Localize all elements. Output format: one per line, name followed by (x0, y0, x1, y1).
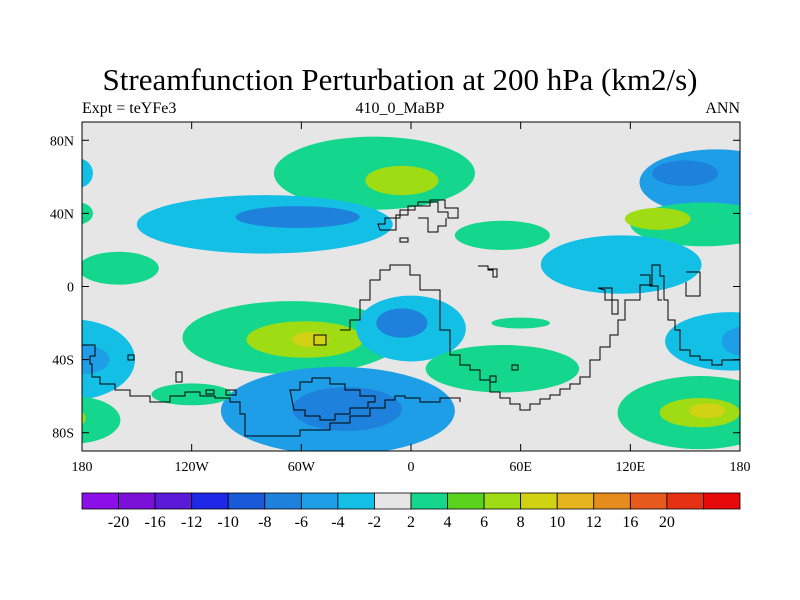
coastline-island-5 (205, 389, 215, 395)
colorbar-swatch (118, 492, 156, 510)
colorbar-label: -6 (295, 514, 308, 531)
colorbar-swatch (81, 492, 119, 510)
coastline-africa (340, 264, 740, 411)
colorbar-swatch (374, 492, 412, 510)
colorbar-label: 16 (622, 514, 638, 531)
x-tick-label: 180 (72, 460, 93, 475)
colorbar-label: 4 (444, 514, 452, 531)
colorbar-swatch (191, 492, 229, 510)
colorbar-swatch (447, 492, 485, 510)
colorbar-swatch (154, 492, 193, 510)
anomaly-region-11 (82, 159, 93, 188)
anomaly-region-23 (82, 344, 110, 375)
anomaly-region-1 (652, 160, 719, 186)
anomaly-region-17 (376, 308, 428, 338)
anomaly-region-18 (425, 344, 580, 393)
x-tick-label: 60W (288, 460, 316, 475)
contour-fill-layer (82, 136, 740, 451)
x-tick-label: 180 (730, 460, 751, 475)
anomaly-region-10 (82, 251, 159, 285)
anomaly-region-26 (151, 383, 232, 406)
colorbar: -20 -16 -12 -10 -8 -6 -4 -2 2 4 6 8 10 12 16 20 (81, 492, 741, 531)
colorbar-swatch (556, 492, 595, 510)
coastline-island-7 (511, 364, 519, 371)
colorbar-label: 12 (586, 514, 602, 531)
colorbar-label: 6 (480, 514, 488, 531)
colorbar-swatch (520, 492, 558, 510)
coastline-island-6 (489, 375, 497, 383)
coastline-antarctic-peninsula (289, 377, 376, 421)
colorbar-label: -2 (368, 514, 381, 531)
anomaly-region-19 (491, 317, 550, 329)
colorbar-label: 20 (659, 514, 675, 531)
coastline-island-3 (399, 237, 409, 243)
coastline-island-2 (127, 354, 135, 361)
anomaly-region-3 (624, 207, 691, 230)
x-tick-label: 120W (175, 460, 210, 475)
y-tick-label: 80S (52, 427, 74, 442)
colorbar-swatch (593, 492, 631, 510)
coastlines (82, 199, 740, 437)
colorbar-swatch (227, 492, 266, 510)
coastline-island-4 (225, 389, 237, 396)
season-label: ANN (705, 100, 740, 117)
colorbar-label: 10 (549, 514, 565, 531)
colorbar-label: -10 (218, 514, 239, 531)
coastline-europe (377, 199, 459, 231)
coastline-island-1 (175, 371, 183, 383)
anomaly-region-30 (665, 312, 740, 371)
colorbar-swatch (666, 492, 704, 510)
coastline-india (597, 287, 619, 315)
plot-title: Streamfunction Perturbation at 200 hPa (… (102, 62, 698, 97)
coastline-eurasia-south (418, 217, 447, 233)
colorbar-label: -20 (108, 514, 129, 531)
coastline-arabia (478, 265, 498, 278)
y-tick-label: 40S (52, 354, 74, 369)
colorbar-label: 2 (407, 514, 415, 531)
colorbar-label: -4 (331, 514, 344, 531)
colorbar-swatch (337, 492, 375, 510)
y-tick-label: 40N (50, 207, 74, 222)
colorbar-label: -12 (181, 514, 202, 531)
colorbar-swatch (629, 492, 668, 510)
colorbar-swatch (703, 492, 741, 510)
coastline-southeast-asia (640, 274, 662, 301)
coastline-americas (82, 344, 461, 437)
anomaly-region-15 (292, 332, 329, 347)
colorbar-label: -8 (258, 514, 271, 531)
colorbar-swatch (300, 492, 339, 510)
x-tick-label: 60E (509, 460, 532, 475)
colorbar-swatch (264, 492, 302, 510)
anomaly-region-8 (235, 206, 360, 229)
anomaly-region-6 (365, 165, 439, 196)
colorbar-label: 8 (517, 514, 525, 531)
coastline-australia (685, 271, 701, 297)
case-label: 410_0_MaBP (355, 100, 445, 117)
anomaly-region-4 (540, 235, 702, 294)
experiment-label: Expt = teYFe3 (82, 100, 177, 117)
axes: 180 120W 60W 0 60E 120E 180 80N 40N 0 40S 80S (50, 122, 751, 475)
y-tick-label: 0 (67, 281, 74, 296)
colorbar-label: -16 (144, 514, 165, 531)
anomaly-region-24 (82, 396, 121, 444)
anomaly-region-21 (292, 387, 402, 431)
y-tick-label: 80N (50, 134, 74, 149)
coastline-central-america (313, 334, 327, 346)
colorbar-swatch (483, 492, 522, 510)
x-tick-label: 120E (616, 460, 646, 475)
colorbar-swatch (410, 492, 448, 510)
x-tick-label: 0 (408, 460, 415, 475)
anomaly-region-29 (688, 403, 726, 419)
anomaly-region-25 (82, 411, 86, 425)
anomaly-region-9 (454, 220, 550, 250)
anomaly-region-31 (721, 326, 740, 356)
